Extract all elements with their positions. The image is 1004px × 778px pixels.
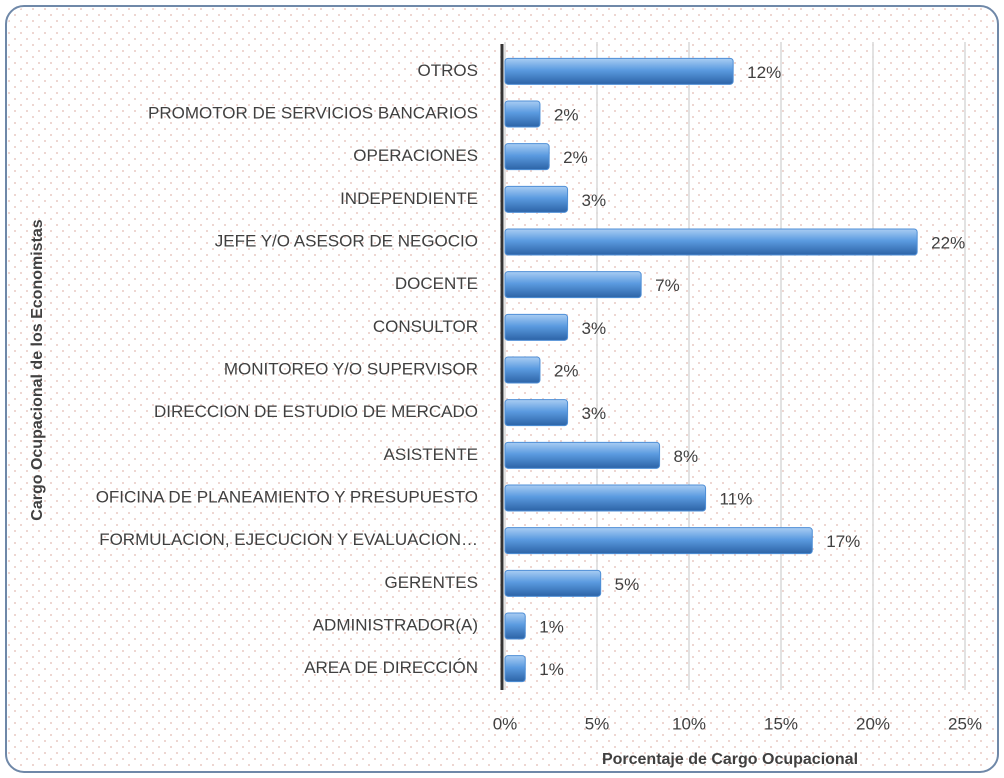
data-label: 1% bbox=[539, 617, 564, 636]
bar bbox=[504, 569, 602, 597]
data-label: 5% bbox=[615, 575, 640, 594]
bar bbox=[504, 271, 642, 299]
y-tick-label: OTROS bbox=[418, 61, 478, 80]
y-tick-label: OFICINA DE PLANEAMIENTO Y PRESUPUESTO bbox=[96, 487, 478, 506]
y-tick-label: ASISTENTE bbox=[384, 445, 478, 464]
y-tick-label: MONITOREO Y/O SUPERVISOR bbox=[224, 359, 478, 378]
x-tick-label: 10% bbox=[672, 714, 706, 733]
data-label: 3% bbox=[582, 191, 607, 210]
bar bbox=[504, 655, 526, 683]
y-tick-label: JEFE Y/O ASESOR DE NEGOCIO bbox=[215, 231, 478, 250]
x-tick-label: 25% bbox=[948, 714, 982, 733]
bar bbox=[504, 313, 569, 341]
data-label: 1% bbox=[539, 660, 564, 679]
bar bbox=[504, 484, 707, 512]
y-tick-label: GERENTES bbox=[384, 573, 478, 592]
data-label: 3% bbox=[582, 319, 607, 338]
bar bbox=[504, 57, 734, 85]
bar bbox=[504, 527, 813, 555]
data-label: 2% bbox=[563, 148, 588, 167]
y-tick-label: AREA DE DIRECCIÓN bbox=[304, 658, 478, 677]
y-axis-title: Cargo Ocupacional de los Economistas bbox=[29, 219, 46, 521]
bar bbox=[504, 228, 918, 256]
data-label: 11% bbox=[720, 489, 753, 508]
bar bbox=[504, 100, 541, 128]
y-tick-label: FORMULACION, EJECUCION Y EVALUACION… bbox=[99, 530, 478, 549]
y-tick-label: ADMINISTRADOR(A) bbox=[313, 615, 478, 634]
x-tick-label: 5% bbox=[585, 714, 610, 733]
data-label: 12% bbox=[747, 63, 781, 82]
data-label: 22% bbox=[931, 233, 965, 252]
x-tick-label: 20% bbox=[856, 714, 890, 733]
bar bbox=[504, 356, 541, 384]
x-tick-label: 15% bbox=[764, 714, 798, 733]
data-label: 2% bbox=[554, 361, 579, 380]
y-tick-label: DOCENTE bbox=[395, 274, 478, 293]
y-tick-label: CONSULTOR bbox=[373, 317, 478, 336]
bar bbox=[504, 399, 569, 427]
x-tick-label: 0% bbox=[493, 714, 518, 733]
data-label: 8% bbox=[674, 447, 699, 466]
bar bbox=[504, 143, 550, 171]
x-axis-title: Porcentaje de Cargo Ocupacional bbox=[602, 751, 858, 768]
bar bbox=[504, 185, 569, 213]
data-label: 17% bbox=[826, 532, 860, 551]
data-label: 7% bbox=[655, 276, 680, 295]
bar bbox=[504, 441, 661, 469]
y-tick-label: DIRECCION DE ESTUDIO DE MERCADO bbox=[154, 402, 478, 421]
y-tick-label: PROMOTOR DE SERVICIOS BANCARIOS bbox=[148, 103, 478, 122]
data-label: 2% bbox=[554, 105, 579, 124]
y-tick-label: INDEPENDIENTE bbox=[340, 189, 478, 208]
data-label: 3% bbox=[582, 404, 607, 423]
bar bbox=[504, 612, 526, 640]
y-tick-label: OPERACIONES bbox=[353, 146, 478, 165]
